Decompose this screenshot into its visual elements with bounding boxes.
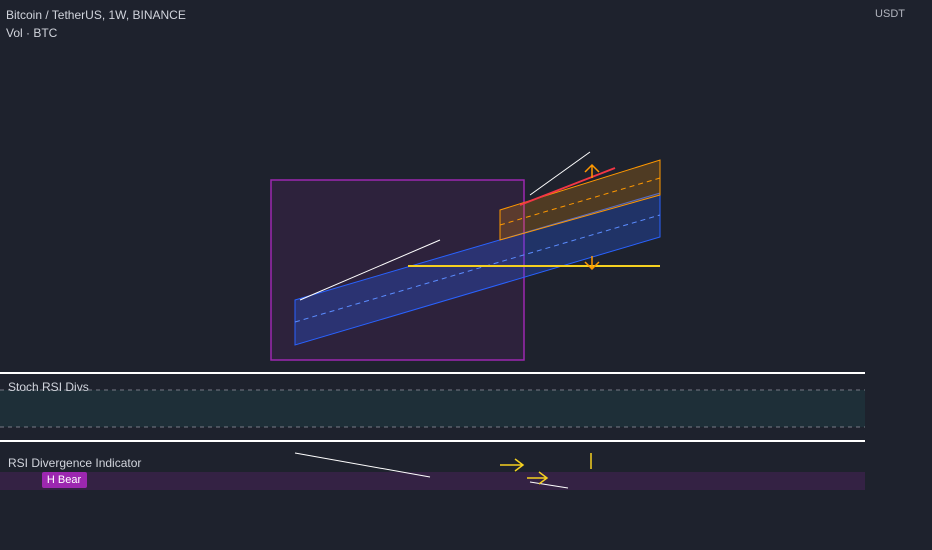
orange-channel [499, 159, 661, 241]
rsi-band [0, 472, 865, 490]
trend-line [519, 167, 616, 206]
currency: USDT [875, 8, 905, 20]
arrow [500, 458, 525, 472]
drawings [270, 151, 661, 361]
annotation-box [42, 472, 87, 488]
trend-line [529, 481, 569, 489]
stoch-band [0, 390, 865, 427]
rsi-drawings: H Bear [42, 452, 592, 489]
channel-mid [294, 214, 661, 323]
annotation: H Bear [47, 474, 82, 486]
symbol-title: Bitcoin / TetherUS, 1W, BINANCE [6, 8, 186, 22]
arrow [584, 163, 600, 178]
trend-line [299, 239, 441, 301]
volume-label: Vol · BTC [6, 26, 58, 40]
trend-line [294, 452, 431, 478]
pane-title: Stoch RSI Divs [8, 380, 89, 394]
pane-title: RSI Divergence Indicator [8, 456, 141, 470]
arrow [584, 256, 600, 271]
arrow [527, 471, 549, 485]
orange-mid [499, 177, 661, 226]
price-axis [865, 0, 932, 550]
trend-line [529, 151, 591, 196]
